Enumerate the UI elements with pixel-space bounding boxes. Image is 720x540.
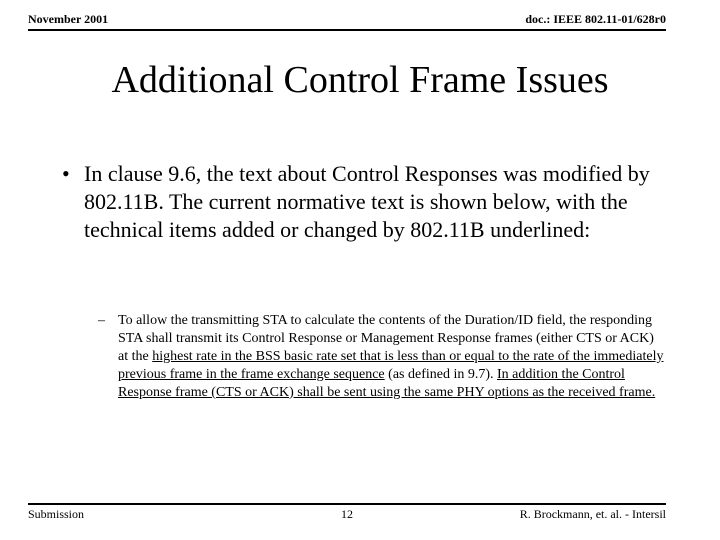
footer-right: R. Brockmann, et. al. - Intersil [520, 507, 666, 522]
footer-bar: Submission 12 R. Brockmann, et. al. - In… [28, 503, 666, 522]
sub-text: To allow the transmitting STA to calcula… [118, 312, 666, 402]
footer-pagenum: 12 [341, 507, 353, 522]
main-bullet: • In clause 9.6, the text about Control … [60, 160, 666, 244]
slide-title: Additional Control Frame Issues [0, 58, 720, 102]
header-bar: November 2001 doc.: IEEE 802.11-01/628r0 [28, 12, 666, 31]
footer-left: Submission [28, 507, 84, 522]
bullet-marker: • [60, 160, 84, 244]
sub-bullet: – To allow the transmitting STA to calcu… [98, 312, 666, 402]
sub-marker: – [98, 312, 118, 402]
header-docnum: doc.: IEEE 802.11-01/628r0 [525, 12, 666, 27]
sub-seg3: (as defined in 9.7). [385, 367, 497, 382]
bullet-text: In clause 9.6, the text about Control Re… [84, 160, 666, 244]
header-date: November 2001 [28, 12, 108, 27]
